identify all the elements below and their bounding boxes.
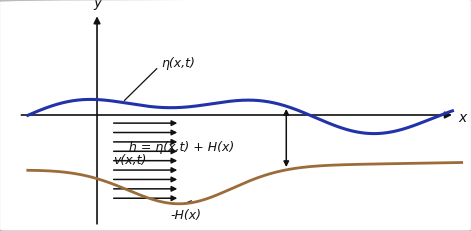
Text: η(x,t): η(x,t) <box>124 56 195 101</box>
Text: -H(x): -H(x) <box>171 201 202 221</box>
Text: h = η(x,t) + H(x): h = η(x,t) + H(x) <box>130 140 235 153</box>
Text: v(x,t): v(x,t) <box>113 153 146 167</box>
Text: x: x <box>458 111 466 125</box>
Text: y: y <box>93 0 101 10</box>
